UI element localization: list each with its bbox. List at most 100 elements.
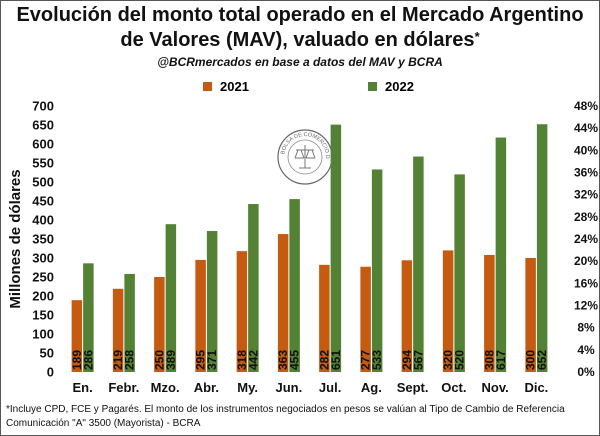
bar-2022 <box>289 199 300 372</box>
chart-subtitle: @BCRmercados en base a datos del MAV y B… <box>157 55 443 69</box>
x-tick-label: Febr. <box>108 380 139 395</box>
bar-2022 <box>83 263 94 372</box>
data-label-2022: 389 <box>164 350 178 370</box>
data-label-2022: 286 <box>81 350 95 370</box>
data-label-2021: 363 <box>276 350 290 370</box>
data-label-2022: 567 <box>411 350 425 370</box>
title-asterisk: * <box>474 29 480 44</box>
bar-2021 <box>525 258 536 372</box>
bar-2022 <box>248 204 259 372</box>
bar-2021 <box>484 254 495 372</box>
y2-tick-label: 40% <box>574 143 598 157</box>
footnote: *Incluye CPD, FCE y Pagarés. El monto de… <box>6 403 596 431</box>
y2-tick-label: 0% <box>577 365 595 379</box>
data-label-2022: 652 <box>535 350 549 370</box>
legend: 2021 2022 <box>0 79 600 97</box>
y-tick-label: 50 <box>40 346 54 361</box>
bar-2021 <box>112 288 124 372</box>
x-tick-label: Abr. <box>194 380 219 395</box>
chart-title-line2: de Valores (MAV), valuado en dólares* <box>0 29 600 52</box>
data-label-2021: 318 <box>235 350 249 370</box>
x-tick-label: Mzo. <box>151 380 180 395</box>
x-tick-label: Sept. <box>397 380 429 395</box>
y-axis-label: Millones de dólares <box>7 169 24 308</box>
data-label-2022: 455 <box>288 350 302 370</box>
bar-2021 <box>277 234 289 372</box>
data-label-2021: 277 <box>359 350 373 370</box>
legend-label-2022: 2022 <box>385 79 414 94</box>
x-tick-label: Jun. <box>276 380 303 395</box>
y-tick-label: 400 <box>32 213 54 228</box>
data-label-2022: 533 <box>370 350 384 370</box>
data-label-2022: 371 <box>205 350 219 370</box>
bar-2021 <box>154 277 165 372</box>
legend-item-2022: 2022 <box>368 79 414 94</box>
data-label-2021: 219 <box>111 350 125 370</box>
bar-2022 <box>413 156 424 372</box>
chart-title-line2-text: de Valores (MAV), valuado en dólares <box>120 29 475 51</box>
data-label-2021: 300 <box>524 350 538 370</box>
data-label-2022: 651 <box>329 350 343 370</box>
bar-2022 <box>206 231 218 372</box>
bar-2021 <box>401 260 413 372</box>
x-tick-label: En. <box>73 380 93 395</box>
bar-2022 <box>330 124 342 373</box>
x-tick-label: Dic. <box>524 380 548 395</box>
data-label-2022: 520 <box>453 350 467 370</box>
y2-tick-label: 44% <box>574 121 598 135</box>
bar-2022 <box>495 137 507 372</box>
data-label-2021: 308 <box>482 350 496 370</box>
legend-swatch-2022 <box>368 82 377 91</box>
data-label-2022: 442 <box>246 350 260 370</box>
y-tick-label: 0 <box>47 365 54 380</box>
y2-tick-label: 4% <box>577 343 595 357</box>
y-tick-label: 650 <box>32 118 54 133</box>
y2-tick-label: 28% <box>574 210 598 224</box>
y-tick-label: 600 <box>32 137 54 152</box>
y2-tick-label: 24% <box>574 232 598 246</box>
y-tick-label: 150 <box>32 308 54 323</box>
y-tick-label: 350 <box>32 232 54 247</box>
bar-2022 <box>165 224 177 372</box>
y-tick-label: 450 <box>32 194 54 209</box>
y2-tick-label: 16% <box>574 276 598 290</box>
y2-tick-label: 8% <box>577 321 595 335</box>
y-tick-label: 500 <box>32 175 54 190</box>
footnote-line1: *Incluye CPD, FCE y Pagarés. El monto de… <box>6 404 565 415</box>
x-tick-label: Ag. <box>361 380 382 395</box>
bar-2022 <box>454 174 465 372</box>
x-tick-label: Jul. <box>319 380 341 395</box>
data-label-2021: 189 <box>70 350 84 370</box>
y2-tick-label: 36% <box>574 166 598 180</box>
data-label-2022: 617 <box>494 350 508 370</box>
data-label-2021: 295 <box>194 350 208 370</box>
y-tick-label: 250 <box>32 270 54 285</box>
y-tick-label: 100 <box>32 327 54 342</box>
bar-2021 <box>319 264 330 372</box>
bar-2022 <box>536 124 548 373</box>
legend-swatch-2021 <box>203 82 212 91</box>
svg-text:BOLSA DE COMERCIO DE ROSARIO: BOLSA DE COMERCIO DE ROSARIO <box>0 0 330 159</box>
y2-tick-label: 12% <box>574 299 598 313</box>
bar-2021 <box>442 250 454 372</box>
bar-2022 <box>124 273 135 372</box>
bar-2021 <box>71 300 83 372</box>
y2-tick-label: 20% <box>574 254 598 268</box>
chart-title-line1: Evolución del monto total operado en el … <box>16 4 584 26</box>
axes: 0 50 100 150 200 250 300 350 400 450 500 550 600 650 7… <box>7 99 598 396</box>
footnote-line2: Comunicación "A" 3500 (Mayorista) - BCRA <box>6 418 201 429</box>
legend-label-2021: 2021 <box>220 79 249 94</box>
y-tick-label: 550 <box>32 156 54 171</box>
x-tick-label: Oct. <box>441 380 466 395</box>
logo-text: BOLSA DE COMERCIO DE ROSARIO <box>0 0 330 159</box>
bar-2021 <box>195 259 206 372</box>
data-label-2021: 282 <box>317 350 331 370</box>
y-tick-label: 200 <box>32 289 54 304</box>
legend-item-2021: 2021 <box>203 79 249 94</box>
x-tick-label: My. <box>237 380 258 395</box>
data-label-2021: 320 <box>441 350 455 370</box>
bar-2021 <box>360 266 371 372</box>
y2-tick-label: 48% <box>574 99 598 113</box>
